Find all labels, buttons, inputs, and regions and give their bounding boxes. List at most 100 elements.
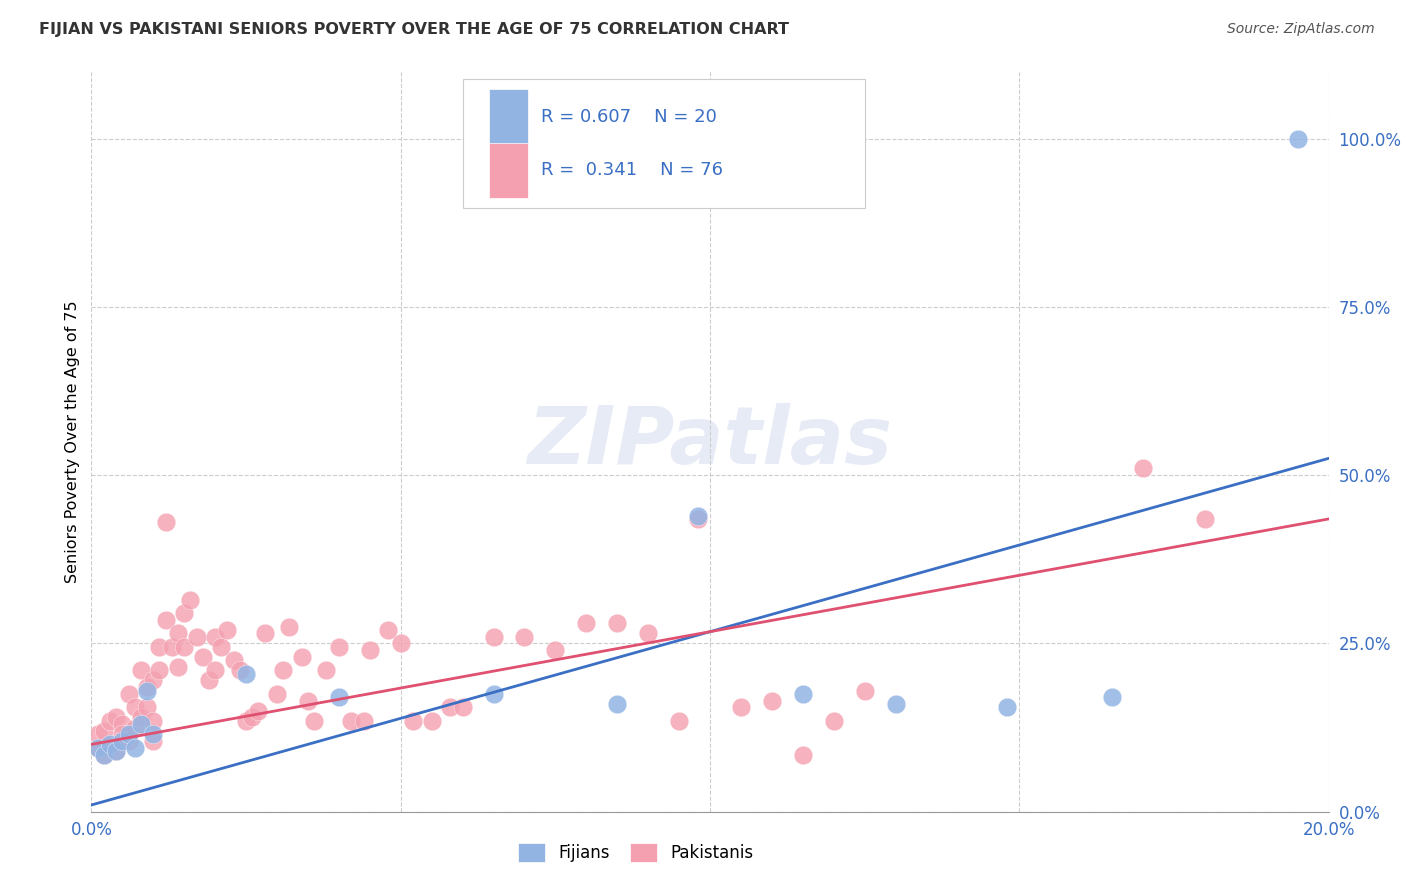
Point: [686, 512, 709, 526]
Point: [111, 734, 134, 748]
Point: [136, 680, 159, 694]
Point: [98, 714, 121, 728]
Point: [129, 664, 152, 678]
Point: [266, 687, 288, 701]
Point: [129, 710, 152, 724]
Point: [1101, 690, 1123, 705]
Point: [117, 734, 139, 748]
Point: [291, 649, 314, 664]
Point: [136, 700, 159, 714]
FancyBboxPatch shape: [463, 78, 865, 209]
Point: [1132, 461, 1154, 475]
Text: R =  0.341    N = 76: R = 0.341 N = 76: [540, 161, 723, 179]
Point: [402, 714, 425, 728]
Point: [544, 643, 567, 657]
FancyBboxPatch shape: [488, 89, 529, 145]
Point: [160, 640, 183, 654]
Point: [302, 714, 325, 728]
Point: [93, 723, 115, 738]
Point: [98, 740, 121, 755]
Point: [111, 727, 134, 741]
Point: [105, 710, 128, 724]
Point: [359, 643, 381, 657]
Legend: Fijians, Pakistanis: Fijians, Pakistanis: [512, 836, 759, 869]
Point: [209, 640, 232, 654]
Point: [204, 664, 226, 678]
Point: [637, 626, 659, 640]
Point: [142, 727, 165, 741]
Point: [105, 744, 128, 758]
Point: [155, 516, 177, 530]
Point: [297, 694, 319, 708]
Y-axis label: Seniors Poverty Over the Age of 75: Seniors Poverty Over the Age of 75: [65, 301, 80, 582]
Point: [451, 700, 474, 714]
Point: [340, 714, 363, 728]
Point: [995, 700, 1018, 714]
Point: [315, 664, 337, 678]
Point: [823, 714, 845, 728]
Point: [191, 649, 214, 664]
Point: [155, 613, 177, 627]
Point: [93, 747, 115, 762]
Point: [142, 673, 165, 688]
Point: [482, 630, 505, 644]
Point: [235, 714, 257, 728]
Point: [204, 630, 226, 644]
Text: R = 0.607    N = 20: R = 0.607 N = 20: [540, 108, 717, 126]
Point: [606, 616, 628, 631]
Point: [328, 640, 350, 654]
Point: [148, 640, 170, 654]
Point: [148, 664, 170, 678]
Point: [142, 734, 165, 748]
Point: [730, 700, 752, 714]
Point: [353, 714, 375, 728]
Point: [278, 619, 301, 633]
Point: [761, 694, 783, 708]
Text: ZIPatlas: ZIPatlas: [527, 402, 893, 481]
Point: [240, 710, 263, 724]
Point: [129, 717, 152, 731]
Point: [93, 747, 115, 762]
Point: [167, 626, 190, 640]
Point: [198, 673, 221, 688]
Point: [853, 683, 876, 698]
Point: [575, 616, 598, 631]
Point: [98, 738, 121, 752]
Point: [482, 687, 505, 701]
Point: [167, 660, 190, 674]
Point: [792, 687, 814, 701]
Point: [247, 704, 270, 718]
Point: [439, 700, 461, 714]
Point: [86, 740, 108, 755]
Point: [111, 717, 134, 731]
Point: [179, 592, 201, 607]
Point: [377, 623, 399, 637]
Point: [173, 640, 195, 654]
Point: [389, 636, 412, 650]
FancyBboxPatch shape: [488, 143, 529, 198]
Point: [253, 626, 276, 640]
Point: [86, 727, 108, 741]
Point: [884, 697, 907, 711]
Point: [173, 606, 195, 620]
Point: [606, 697, 628, 711]
Point: [668, 714, 690, 728]
Point: [235, 666, 257, 681]
Point: [1194, 512, 1216, 526]
Point: [686, 508, 709, 523]
Point: [513, 630, 536, 644]
Point: [1286, 131, 1309, 145]
Point: [124, 740, 146, 755]
Point: [217, 623, 239, 637]
Text: Source: ZipAtlas.com: Source: ZipAtlas.com: [1227, 22, 1375, 37]
Point: [142, 714, 165, 728]
Point: [186, 630, 208, 644]
Point: [229, 664, 252, 678]
Point: [328, 690, 350, 705]
Point: [124, 700, 146, 714]
Point: [86, 740, 108, 755]
Point: [271, 664, 294, 678]
Point: [117, 687, 139, 701]
Point: [117, 727, 139, 741]
Point: [105, 744, 128, 758]
